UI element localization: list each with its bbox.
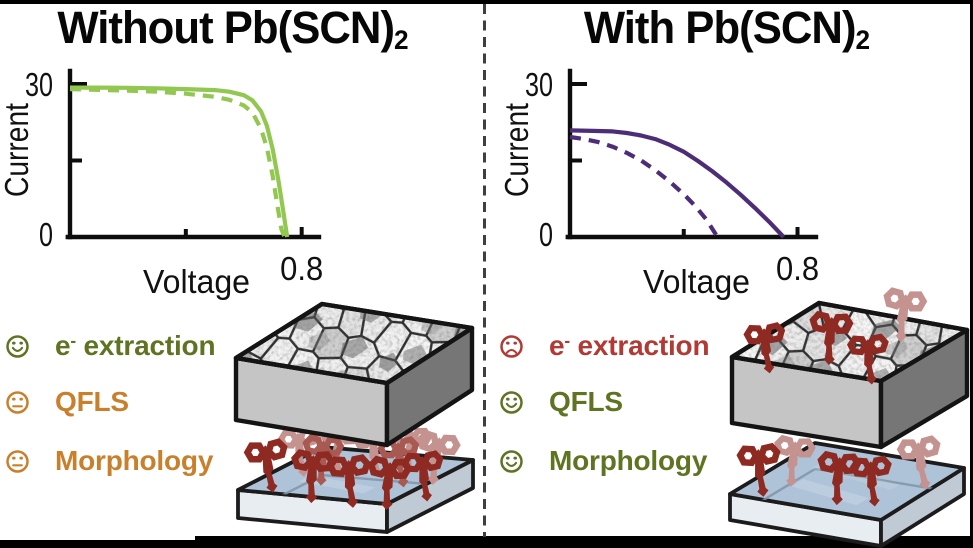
right-panel-title: With Pb(SCN)2 <box>583 2 870 54</box>
happy-face-icon <box>499 390 523 414</box>
bottom-border-right <box>195 536 973 548</box>
jv-curve-dashed <box>569 134 720 239</box>
assessment-item-with-1: QFLS <box>499 385 623 419</box>
assessment-item-with-2: Morphology <box>499 444 708 478</box>
assessment-label: QFLS <box>549 386 623 417</box>
y-axis-label: Current <box>0 103 35 197</box>
x-axis-label: Voltage <box>143 263 250 300</box>
title-subscript: 2 <box>394 25 409 56</box>
y-tick-label: 0 <box>39 216 53 253</box>
right-panel-title-text: With Pb(SCN) <box>583 2 857 53</box>
x-tick-label: 0.8 <box>776 250 819 287</box>
sad-face-icon <box>499 334 523 358</box>
right-border <box>970 0 973 548</box>
assessment-label: e- extraction <box>55 330 216 361</box>
glass-reflection <box>791 479 869 506</box>
left-panel-title: Without Pb(SCN)2 <box>57 2 408 54</box>
stack-without-illustration <box>233 301 475 534</box>
perovskite-top-outline <box>233 301 475 386</box>
perovskite-top-outline <box>729 300 970 384</box>
happy-face-icon <box>499 449 523 473</box>
bottom-border-left <box>0 540 195 548</box>
jv-curve-dashed <box>69 87 287 238</box>
y-tick-label: 30 <box>525 66 553 103</box>
title-subscript: 2 <box>855 25 871 56</box>
neutral-face-icon <box>5 390 29 414</box>
neutral-face-icon <box>5 449 29 473</box>
y-tick-label: 30 <box>25 66 53 103</box>
jv-curve-solid <box>70 85 290 238</box>
x-axis-label: Voltage <box>643 263 750 300</box>
top-border <box>0 0 973 4</box>
x-tick-label: 0.8 <box>280 250 323 287</box>
assessment-label: QFLS <box>55 386 129 417</box>
assessment-item-without-2: Morphology <box>5 444 214 478</box>
jv-curve-solid <box>569 128 786 239</box>
happy-face-icon <box>5 334 29 358</box>
assessment-label: Morphology <box>549 445 708 476</box>
y-axis-label: Current <box>498 103 535 197</box>
y-tick-label: 0 <box>539 216 553 253</box>
left-panel-title-text: Without Pb(SCN) <box>57 2 395 53</box>
assessment-label: e- extraction <box>549 330 710 361</box>
stack-with-illustration <box>728 286 970 548</box>
assessment-item-without-1: QFLS <box>5 385 129 419</box>
assessment-label: Morphology <box>55 445 214 476</box>
assessment-item-with-0: e- extraction <box>499 329 710 363</box>
assessment-item-without-0: e- extraction <box>5 329 216 363</box>
